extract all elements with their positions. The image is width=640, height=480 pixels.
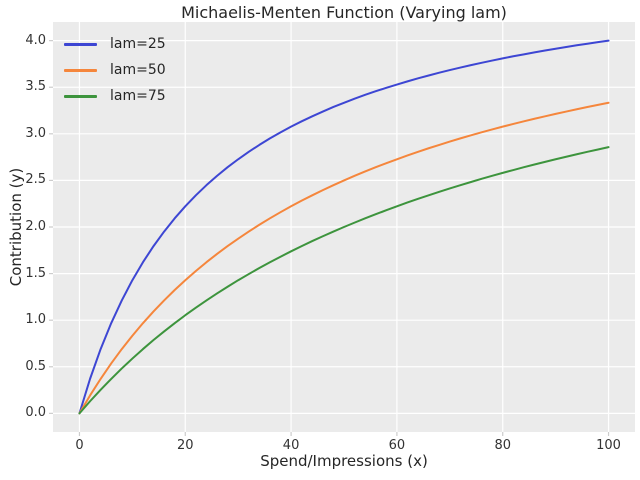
legend-item-lam-75: lam=75 — [64, 83, 166, 109]
y-tick-label: 1.5 — [25, 265, 46, 281]
curve-lam=75 — [78, 146, 610, 415]
legend-label: lam=50 — [110, 62, 166, 78]
x-tick-label: 20 — [176, 438, 194, 453]
y-tick-label: 3.0 — [25, 125, 46, 141]
y-tick-label: 1.0 — [25, 312, 46, 328]
chart-title: Michaelis-Menten Function (Varying lam) — [181, 3, 507, 22]
legend-line-swatch — [64, 94, 97, 98]
legend-item-lam-25: lam=25 — [64, 31, 166, 57]
curve-lam=25 — [78, 39, 610, 415]
legend-line-swatch — [64, 42, 97, 46]
x-tick-label: 0 — [75, 438, 84, 453]
legend-label: lam=25 — [110, 36, 166, 52]
legend-label: lam=75 — [110, 88, 166, 104]
y-tick-label: 0.5 — [25, 358, 46, 374]
x-tick-label: 80 — [494, 438, 511, 453]
y-tick-label: 3.5 — [25, 79, 46, 95]
x-tick-label: 40 — [282, 438, 300, 453]
legend-line-swatch — [64, 68, 97, 72]
y-tick-label: 0.0 — [25, 405, 46, 421]
x-tick-label: 60 — [388, 438, 406, 453]
x-axis-label: Spend/Impressions (x) — [260, 452, 428, 470]
y-tick-label: 4.0 — [25, 32, 46, 48]
curve-lam=50 — [78, 101, 610, 415]
y-tick-label: 2.5 — [25, 172, 46, 188]
legend: lam=25 lam=50 lam=75 — [64, 31, 166, 109]
x-tick-label: 100 — [596, 438, 621, 453]
y-tick-label: 2.0 — [25, 219, 46, 234]
legend-item-lam-50: lam=50 — [64, 57, 166, 83]
